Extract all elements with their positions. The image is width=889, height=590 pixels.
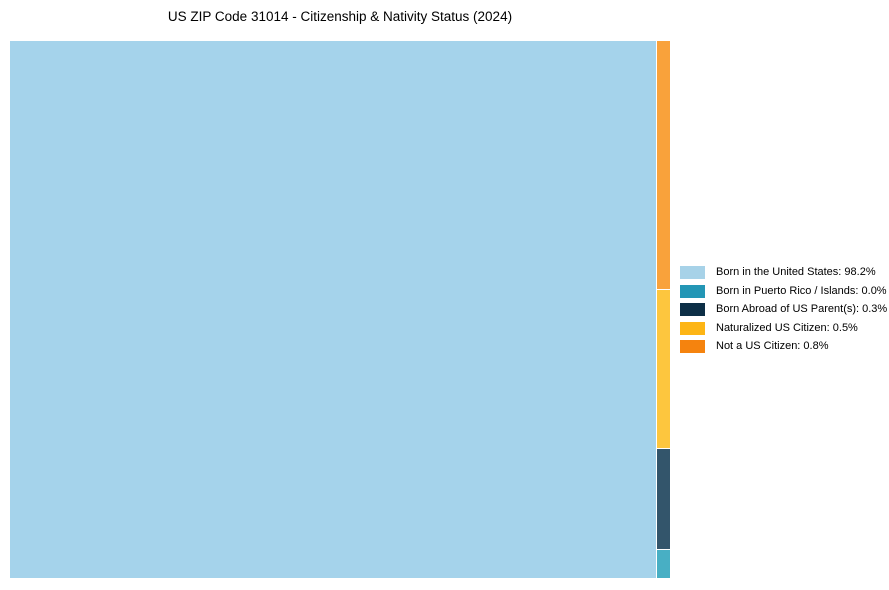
legend-swatch-not-a-citizen-icon [680,340,705,353]
treemap-minor-column [657,41,670,578]
legend-item-born-in-puerto-rico[interactable]: Born in Puerto Rico / Islands: 0.0% [680,284,887,298]
legend-swatch-born-in-puerto-rico-icon [680,284,705,298]
legend-item-born-abroad[interactable]: Born Abroad of US Parent(s): 0.3% [680,303,887,316]
legend-label: Born in the United States: 98.2% [716,266,876,278]
treemap-tile-born-in-puerto-rico-islands[interactable] [657,550,670,578]
legend-label: Born in Puerto Rico / Islands: 0.0% [716,284,887,297]
legend-item-born-in-us[interactable]: Born in the United States: 98.2% [680,266,887,279]
legend-item-naturalized[interactable]: Naturalized US Citizen: 0.5% [680,321,887,335]
legend-label: Naturalized US Citizen: 0.5% [716,321,858,334]
legend-swatch-naturalized-icon [680,321,705,335]
treemap-tile-born-in-us[interactable] [10,41,656,578]
legend-label: Not a US Citizen: 0.8% [716,340,829,352]
treemap-tile-born-abroad-of-us-parents[interactable] [657,449,670,549]
chart-title: US ZIP Code 31014 - Citizenship & Nativi… [167,9,513,24]
legend-swatch-born-abroad-icon [680,303,705,316]
legend-item-not-a-citizen[interactable]: Not a US Citizen: 0.8% [680,340,887,353]
treemap-tile-not-a-us-citizen[interactable] [657,41,670,289]
legend-label: Born Abroad of US Parent(s): 0.3% [716,303,888,315]
legend-swatch-born-in-us-icon [680,266,705,279]
treemap-chart [10,41,670,578]
treemap-tile-naturalized-us-citizen[interactable] [657,290,670,448]
chart-legend: Born in the United States: 98.2% Born in… [680,266,887,359]
